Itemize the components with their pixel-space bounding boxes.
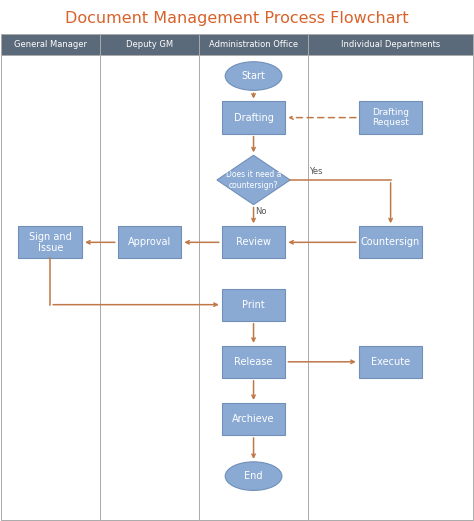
Bar [100, 55, 199, 520]
Text: Review: Review [236, 237, 271, 247]
Text: Start: Start [242, 71, 265, 81]
FancyBboxPatch shape [222, 346, 285, 378]
Text: Deputy GM: Deputy GM [126, 40, 173, 49]
Ellipse shape [225, 462, 282, 490]
Text: Print: Print [242, 300, 265, 309]
Bar [199, 34, 308, 55]
Bar [308, 34, 474, 55]
Polygon shape [217, 155, 290, 205]
FancyBboxPatch shape [222, 102, 285, 134]
FancyBboxPatch shape [222, 289, 285, 321]
Text: Administration Office: Administration Office [209, 40, 298, 49]
FancyBboxPatch shape [222, 403, 285, 435]
Text: Release: Release [234, 357, 273, 367]
Text: Yes: Yes [309, 167, 323, 176]
Bar [100, 34, 199, 55]
Text: Countersign: Countersign [361, 237, 420, 247]
Text: Individual Departments: Individual Departments [341, 40, 440, 49]
Bar [0, 34, 100, 55]
Text: Sign and
Issue: Sign and Issue [29, 231, 72, 253]
Bar [199, 55, 308, 520]
Text: No: No [255, 207, 266, 216]
FancyBboxPatch shape [359, 346, 422, 378]
FancyBboxPatch shape [118, 226, 182, 258]
Bar [308, 55, 474, 520]
FancyBboxPatch shape [18, 226, 82, 258]
Text: Approval: Approval [128, 237, 171, 247]
Text: Archieve: Archieve [232, 414, 275, 424]
FancyBboxPatch shape [359, 102, 422, 134]
Text: Execute: Execute [371, 357, 410, 367]
Text: Drafting: Drafting [234, 113, 273, 122]
Bar [0, 55, 100, 520]
Text: Drafting
Request: Drafting Request [372, 108, 409, 127]
Text: Document Management Process Flowchart: Document Management Process Flowchart [65, 11, 409, 27]
Ellipse shape [225, 62, 282, 90]
FancyBboxPatch shape [222, 226, 285, 258]
Text: Does it need a
countersign?: Does it need a countersign? [226, 170, 281, 190]
Text: General Manager: General Manager [14, 40, 87, 49]
Text: End: End [244, 471, 263, 481]
FancyBboxPatch shape [359, 226, 422, 258]
